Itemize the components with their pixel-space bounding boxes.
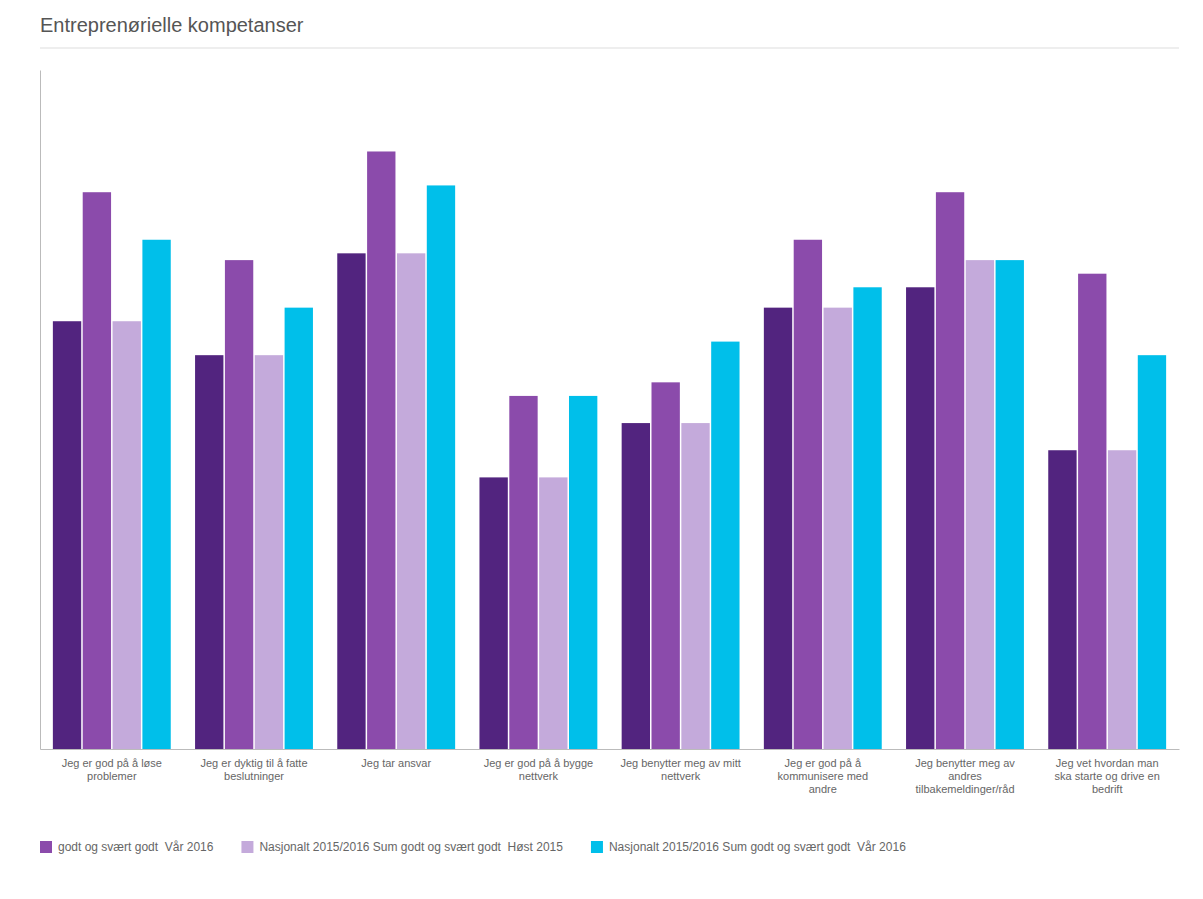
bar	[966, 260, 994, 749]
bar	[285, 308, 313, 749]
x-tick: Jeg er dyktig til å fattebeslutninger	[201, 749, 308, 782]
legend-swatch	[241, 841, 253, 853]
x-tick: Jeg benytter meg avandrestilbakemeldinge…	[915, 749, 1015, 795]
bars	[53, 151, 1166, 749]
bar	[142, 240, 170, 749]
series	[113, 253, 1137, 749]
series	[142, 185, 1166, 749]
legend-item: godt og svært godt Vår 2016	[40, 840, 214, 854]
bar	[936, 192, 964, 749]
bar	[906, 287, 934, 749]
x-tick: Jeg benytter meg av mittnettverk	[620, 749, 740, 782]
x-tick: Jeg vet hvordan manska starte og drive e…	[1055, 749, 1160, 795]
title: Entreprenørielle kompetanser	[40, 14, 304, 36]
bar	[539, 477, 567, 749]
bar	[53, 321, 81, 749]
x-axis: Jeg er god på å løseproblemer Jeg er dykt…	[41, 749, 1180, 795]
bar	[681, 423, 709, 749]
legend-label: godt og svært godt Vår 2016	[58, 840, 214, 854]
legend-item: Nasjonalt 2015/2016 Sum godt og svært go…	[241, 840, 563, 854]
bar	[1078, 274, 1106, 749]
bar	[853, 287, 881, 749]
x-tick-label: Jeg vet hvordan manska starte og drive e…	[1055, 757, 1160, 795]
bar	[622, 423, 650, 749]
title-rule	[40, 48, 1179, 49]
x-tick: Jeg er god på å løseproblemer	[62, 749, 162, 782]
y-axis	[40, 71, 41, 750]
plot: Jeg er god på å løseproblemer Jeg er dykt…	[41, 71, 1180, 796]
bar	[1138, 355, 1166, 749]
legend-label: Nasjonalt 2015/2016 Sum godt og svært go…	[609, 840, 906, 854]
bar	[996, 260, 1024, 749]
bar	[427, 185, 455, 749]
legend-item: Nasjonalt 2015/2016 Sum godt og svært go…	[591, 840, 906, 854]
legend-swatch	[40, 841, 52, 853]
series	[83, 151, 1107, 749]
x-tick: Jeg tar ansvar	[361, 749, 431, 769]
x-tick-label: Jeg tar ansvar	[361, 757, 431, 769]
x-tick-label: Jeg benytter meg avandrestilbakemeldinge…	[915, 757, 1015, 795]
bar	[569, 396, 597, 749]
x-axis-line	[41, 749, 1180, 750]
bar	[794, 240, 822, 749]
bar	[509, 396, 537, 749]
bar	[479, 477, 507, 749]
bar	[397, 253, 425, 749]
bar	[113, 321, 141, 749]
series	[53, 253, 1077, 749]
x-tick-label: Jeg benytter meg av mittnettverk	[620, 757, 740, 782]
y-axis-line	[40, 71, 41, 750]
bar	[255, 355, 283, 749]
bar	[337, 253, 365, 749]
bar	[711, 342, 739, 749]
bar	[1048, 450, 1076, 749]
bar	[652, 382, 680, 749]
x-tick: Jeg er god på å byggenettverk	[484, 749, 593, 782]
legend-label: Nasjonalt 2015/2016 Sum godt og svært go…	[259, 840, 563, 854]
bar	[824, 308, 852, 749]
chart: Entreprenørielle kompetanser Jeg er god p…	[0, 0, 1203, 899]
x-tick-label: Jeg er god på å byggenettverk	[484, 757, 593, 782]
legend: godt og svært godt Vår 2016 Nasjonalt 201…	[40, 840, 906, 854]
bar	[225, 260, 253, 749]
bar	[367, 151, 395, 749]
x-tick-label: Jeg er god på åkommunisere medandre	[778, 757, 868, 795]
bar	[764, 308, 792, 749]
x-tick-label: Jeg er god på å løseproblemer	[62, 757, 162, 782]
bar	[195, 355, 223, 749]
bar	[83, 192, 111, 749]
legend-swatch	[591, 841, 603, 853]
x-tick-label: Jeg er dyktig til å fattebeslutninger	[201, 757, 308, 782]
x-tick: Jeg er god på åkommunisere medandre	[778, 749, 868, 795]
bar	[1108, 450, 1136, 749]
